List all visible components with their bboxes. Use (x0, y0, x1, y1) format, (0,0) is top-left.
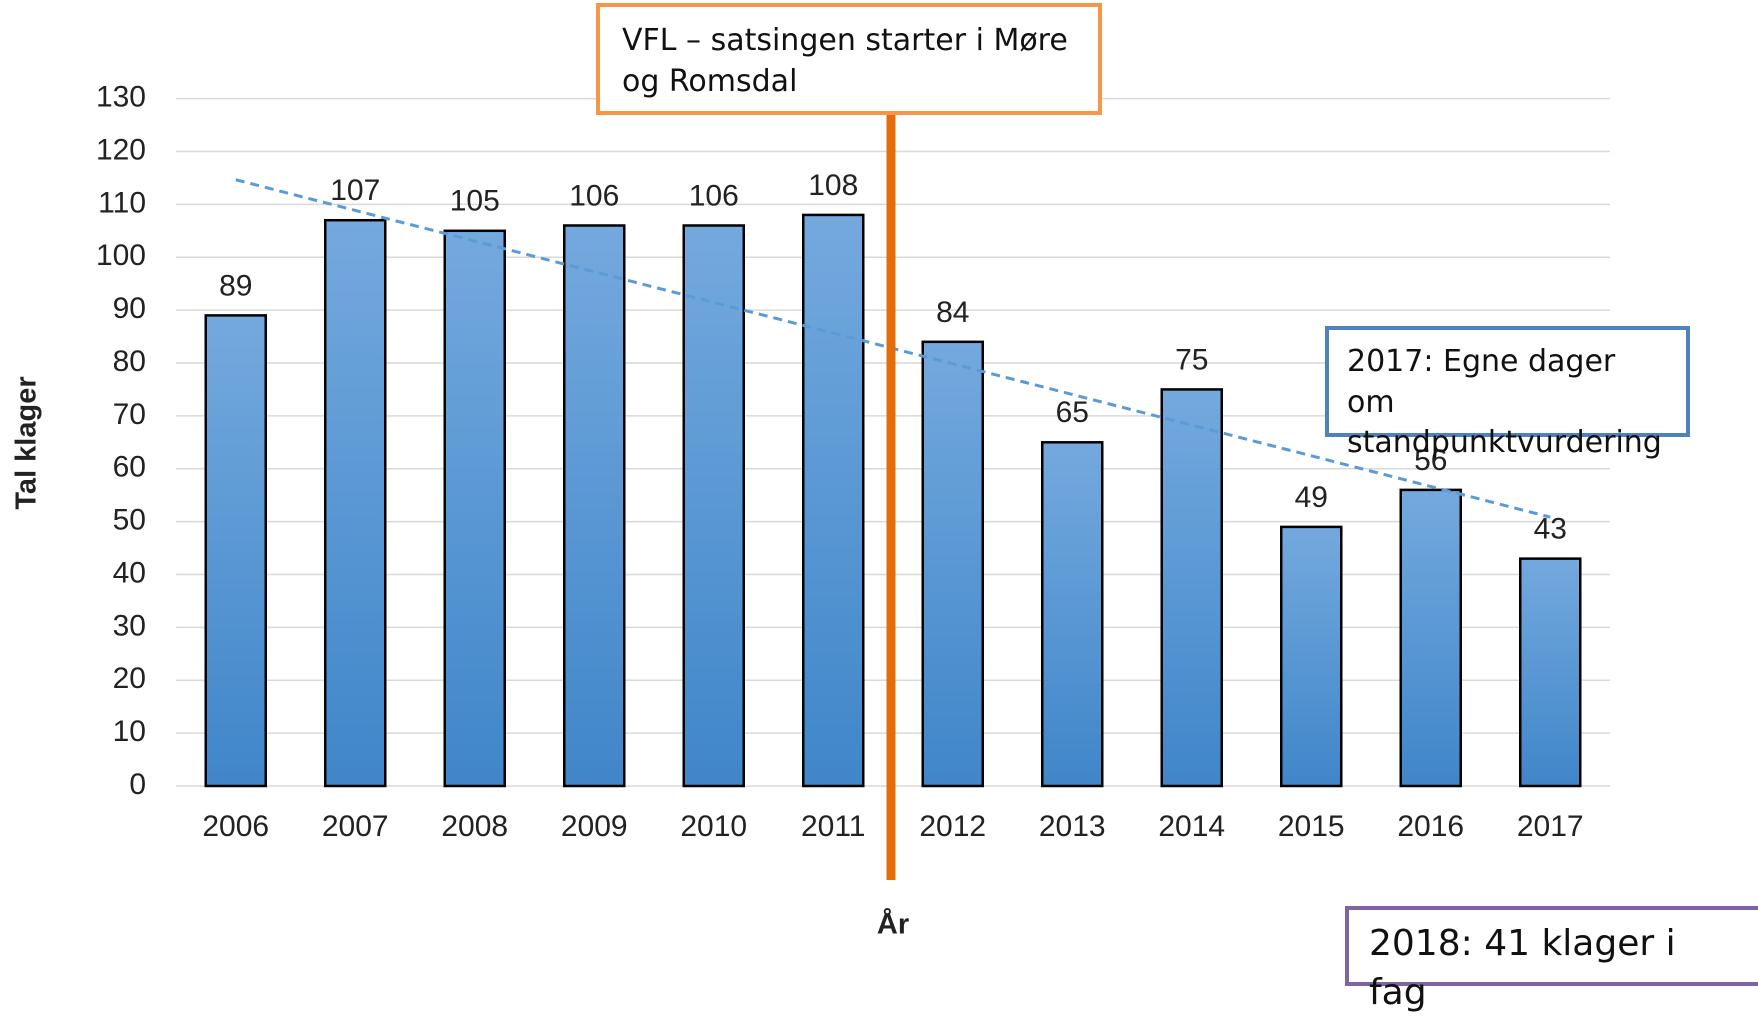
y-tick-label: 130 (96, 81, 146, 114)
x-tick-label: 2017 (1517, 810, 1584, 843)
y-tick-label: 70 (113, 398, 146, 431)
annotation: VFL – satsingen starter i Møre og Romsda… (596, 3, 1102, 115)
bar (802, 213, 865, 788)
bar (921, 340, 984, 788)
y-tick-label: 110 (98, 186, 146, 219)
data-label: 49 (1295, 481, 1328, 514)
y-tick-label: 100 (96, 239, 146, 272)
y-axis-label: Tal klager (11, 376, 43, 509)
data-label: 106 (689, 179, 739, 212)
x-tick-label: 2014 (1158, 810, 1225, 843)
data-label: 107 (330, 174, 380, 207)
x-tick-label: 2006 (202, 810, 269, 843)
bar (1041, 441, 1104, 788)
data-label: 84 (936, 296, 969, 329)
bar (682, 224, 745, 788)
y-tick-label: 90 (113, 292, 146, 325)
data-label: 106 (569, 179, 619, 212)
x-tick-label: 2008 (441, 810, 508, 843)
bar (1160, 388, 1223, 788)
bar (443, 229, 506, 788)
data-label: 65 (1056, 396, 1089, 429)
data-label: 43 (1534, 513, 1567, 546)
y-tick-label: 40 (113, 556, 146, 589)
x-tick-label: 2007 (322, 810, 389, 843)
y-tick-label: 30 (113, 609, 146, 642)
bar (1519, 557, 1582, 788)
data-label: 108 (808, 169, 858, 202)
bar (1399, 488, 1462, 788)
annotation: 2017: Egne dager om standpunktvurdering (1325, 326, 1690, 460)
y-tick-label: 50 (113, 504, 146, 537)
data-label: 105 (450, 185, 500, 218)
bar (204, 314, 267, 788)
data-label: 89 (219, 269, 252, 302)
page: {"chart_data": {"type": "bar", "categori… (10, 3, 1758, 1013)
x-tick-label: 2016 (1397, 810, 1464, 843)
data-label: 75 (1175, 343, 1208, 376)
chart: Tal klager År 0 10 20 30 40 50 60 70 80 90 100 110 1… (11, 81, 1610, 941)
annotation: 2018: 41 klager i fag (1345, 906, 1758, 1013)
y-tick-label: 120 (96, 133, 146, 166)
y-tick-label: 10 (113, 715, 146, 748)
bar (1280, 525, 1343, 788)
y-tick-label: 80 (113, 345, 146, 378)
x-tick-label: 2011 (801, 810, 866, 843)
y-tick-label: 60 (113, 451, 146, 484)
x-tick-label: 2012 (919, 810, 986, 843)
y-tick-label: 0 (129, 768, 146, 801)
data-label: 56 (1414, 444, 1447, 477)
y-tick-label: 20 (113, 662, 146, 695)
x-tick-label: 2015 (1278, 810, 1345, 843)
x-axis-label: År (877, 908, 909, 941)
x-tick-label: 2009 (561, 810, 628, 843)
bar (563, 224, 626, 788)
x-tick-label: 2013 (1039, 810, 1106, 843)
x-tick-label: 2010 (680, 810, 747, 843)
bar (324, 218, 387, 788)
